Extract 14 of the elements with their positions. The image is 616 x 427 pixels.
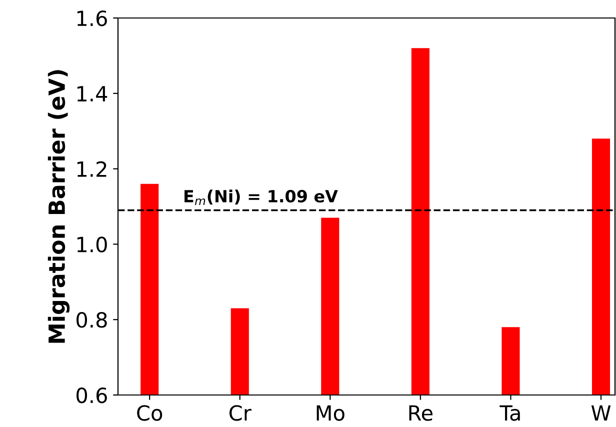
x-tick-label: Cr — [229, 405, 252, 421]
y-tick-label: 1.0 — [77, 236, 107, 252]
y-tick-label: 1.2 — [77, 161, 106, 177]
x-tick-label: Co — [137, 405, 162, 421]
x-tick-label: Re — [409, 405, 433, 421]
y-axis-title: Migration Barrier (eV) — [48, 70, 70, 343]
ref-line-label: E$_{m}$(Ni) = 1.09 eV — [184, 190, 338, 206]
y-tick-label: 1.4 — [77, 86, 108, 102]
x-tick-label: Mo — [316, 405, 344, 421]
y-tick-label: 0.8 — [76, 312, 107, 328]
x-tick-label: W — [591, 405, 611, 421]
x-tick-label: Ta — [500, 405, 520, 421]
y-tick-label: 0.6 — [76, 387, 107, 404]
y-tick-label: 1.6 — [77, 10, 107, 26]
